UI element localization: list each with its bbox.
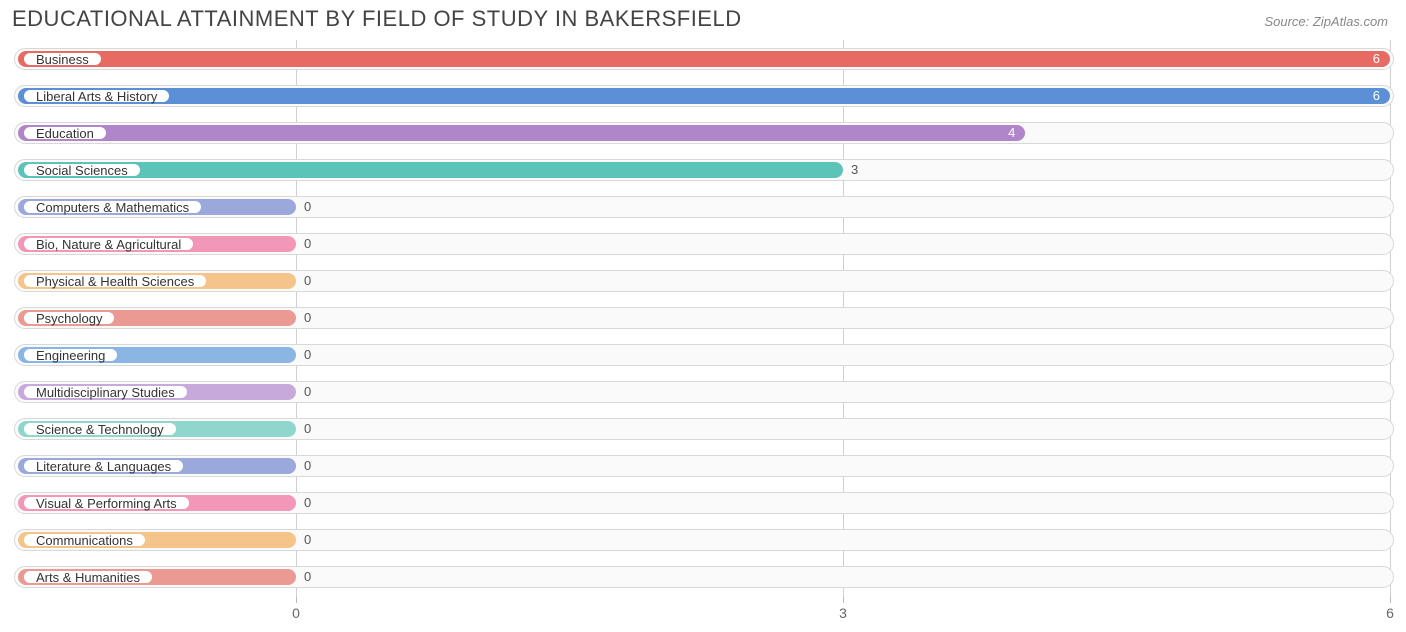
- category-pill: Business: [22, 51, 103, 67]
- bar-row: Psychology 0: [14, 301, 1394, 335]
- chart-title: EDUCATIONAL ATTAINMENT BY FIELD OF STUDY…: [12, 6, 742, 32]
- bar-row: Literature & Languages 0: [14, 449, 1394, 483]
- bar-row: Engineering 0: [14, 338, 1394, 372]
- bar-row: Bio, Nature & Agricultural 0: [14, 227, 1394, 261]
- category-pill: Bio, Nature & Agricultural: [22, 236, 195, 252]
- category-pill: Social Sciences: [22, 162, 142, 178]
- bar-value-label: 6: [1373, 50, 1380, 68]
- bar-value-label: 0: [304, 494, 311, 512]
- category-pill: Computers & Mathematics: [22, 199, 203, 215]
- bar-value-label: 0: [304, 309, 311, 327]
- axis-tick-label: 3: [839, 605, 847, 621]
- category-pill: Education: [22, 125, 108, 141]
- category-pill: Science & Technology: [22, 421, 178, 437]
- bar-value-label: 0: [304, 420, 311, 438]
- bar-value-label: 0: [304, 531, 311, 549]
- bar-row: Visual & Performing Arts 0: [14, 486, 1394, 520]
- bar-value-label: 3: [851, 161, 858, 179]
- axis-tick: [1390, 597, 1391, 603]
- axis-tick: [296, 597, 297, 603]
- category-pill: Arts & Humanities: [22, 569, 154, 585]
- bar-row: Arts & Humanities 0: [14, 560, 1394, 594]
- bar-value-label: 0: [304, 457, 311, 475]
- bar-value-label: 0: [304, 272, 311, 290]
- category-pill: Communications: [22, 532, 147, 548]
- category-pill: Multidisciplinary Studies: [22, 384, 189, 400]
- category-pill: Psychology: [22, 310, 116, 326]
- bar-row: Computers & Mathematics 0: [14, 190, 1394, 224]
- bar-value-label: 4: [1008, 124, 1015, 142]
- bar-value-label: 0: [304, 383, 311, 401]
- bar-value-label: 0: [304, 235, 311, 253]
- x-axis: 0 3 6: [14, 597, 1394, 625]
- chart-source: Source: ZipAtlas.com: [1264, 14, 1388, 29]
- bar-row: Business 6: [14, 42, 1394, 76]
- bar-fill: [18, 51, 1390, 67]
- category-pill: Liberal Arts & History: [22, 88, 171, 104]
- bar-row: Social Sciences 3: [14, 153, 1394, 187]
- chart-plot-area: Business 6 Liberal Arts & History 6 Educatio…: [0, 42, 1406, 594]
- bar-row: Science & Technology 0: [14, 412, 1394, 446]
- bar-fill: [18, 88, 1390, 104]
- axis-tick-label: 6: [1386, 605, 1394, 621]
- category-pill: Visual & Performing Arts: [22, 495, 191, 511]
- axis-tick: [843, 597, 844, 603]
- axis-tick-label: 0: [292, 605, 300, 621]
- bar-value-label: 6: [1373, 87, 1380, 105]
- bar-value-label: 0: [304, 568, 311, 586]
- bar-row: Education 4: [14, 116, 1394, 150]
- bar-row: Physical & Health Sciences 0: [14, 264, 1394, 298]
- bar-row: Multidisciplinary Studies 0: [14, 375, 1394, 409]
- category-pill: Literature & Languages: [22, 458, 185, 474]
- category-pill: Engineering: [22, 347, 119, 363]
- bar-value-label: 0: [304, 346, 311, 364]
- bar-fill: [18, 125, 1025, 141]
- bar-row: Liberal Arts & History 6: [14, 79, 1394, 113]
- bar-value-label: 0: [304, 198, 311, 216]
- category-pill: Physical & Health Sciences: [22, 273, 208, 289]
- chart-header: EDUCATIONAL ATTAINMENT BY FIELD OF STUDY…: [0, 0, 1406, 42]
- bar-row: Communications 0: [14, 523, 1394, 557]
